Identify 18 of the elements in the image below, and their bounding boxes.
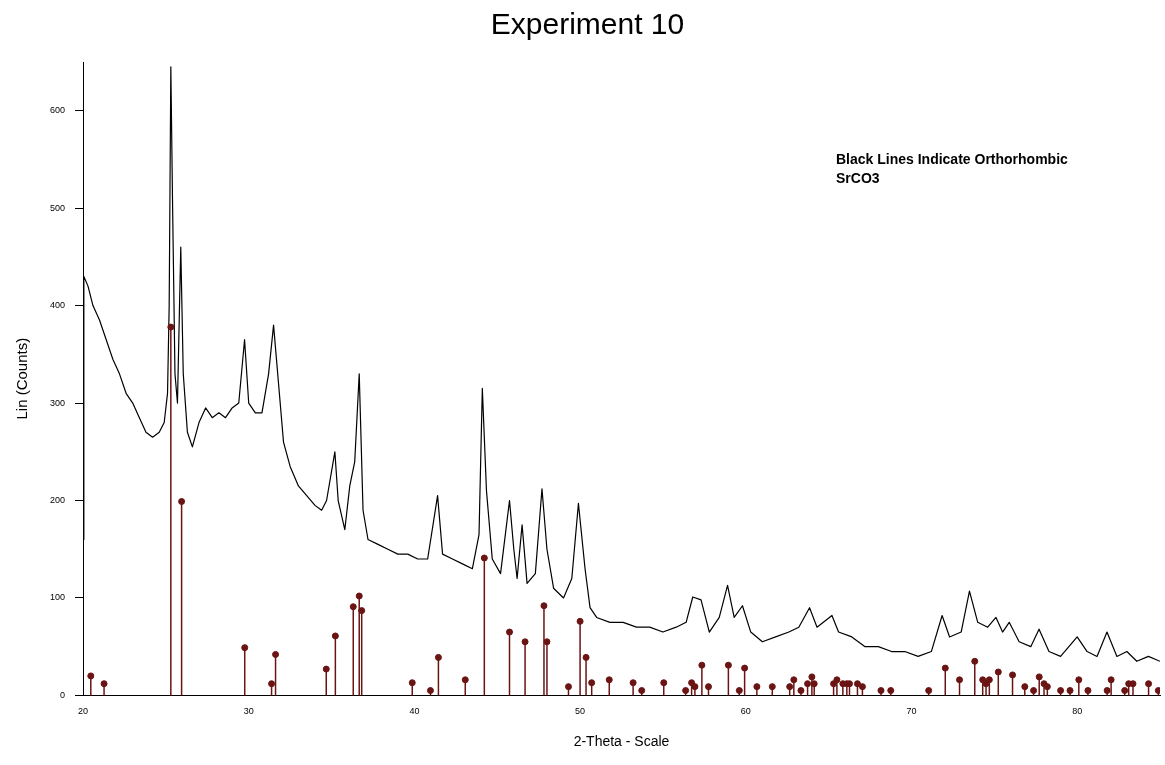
chart-title: Experiment 10 <box>490 7 685 41</box>
x-tick-label: 50 <box>575 706 586 717</box>
y-tick-label: 500 <box>49 202 66 213</box>
y-axis-title: Lin (Counts) <box>13 337 31 420</box>
x-tick-label: 30 <box>243 706 254 717</box>
y-tick-label: 0 <box>60 689 66 700</box>
x-tick-label: 40 <box>409 706 420 717</box>
x-tick-label: 80 <box>1072 706 1083 717</box>
x-tick-label: 60 <box>740 706 751 717</box>
x-tick-label: 70 <box>906 706 917 717</box>
y-tick-label: 400 <box>49 300 66 311</box>
y-tick-label: 600 <box>49 105 66 116</box>
y-tick-label: 200 <box>49 494 66 505</box>
y-tick-label: 300 <box>49 397 66 408</box>
x-tick-label: 20 <box>78 706 89 717</box>
y-tick-label: 100 <box>49 592 66 603</box>
annotation: Black Lines Indicate Orthorhombic SrCO3 <box>836 150 1069 188</box>
x-axis-title: 2-Theta - Scale <box>573 733 670 750</box>
